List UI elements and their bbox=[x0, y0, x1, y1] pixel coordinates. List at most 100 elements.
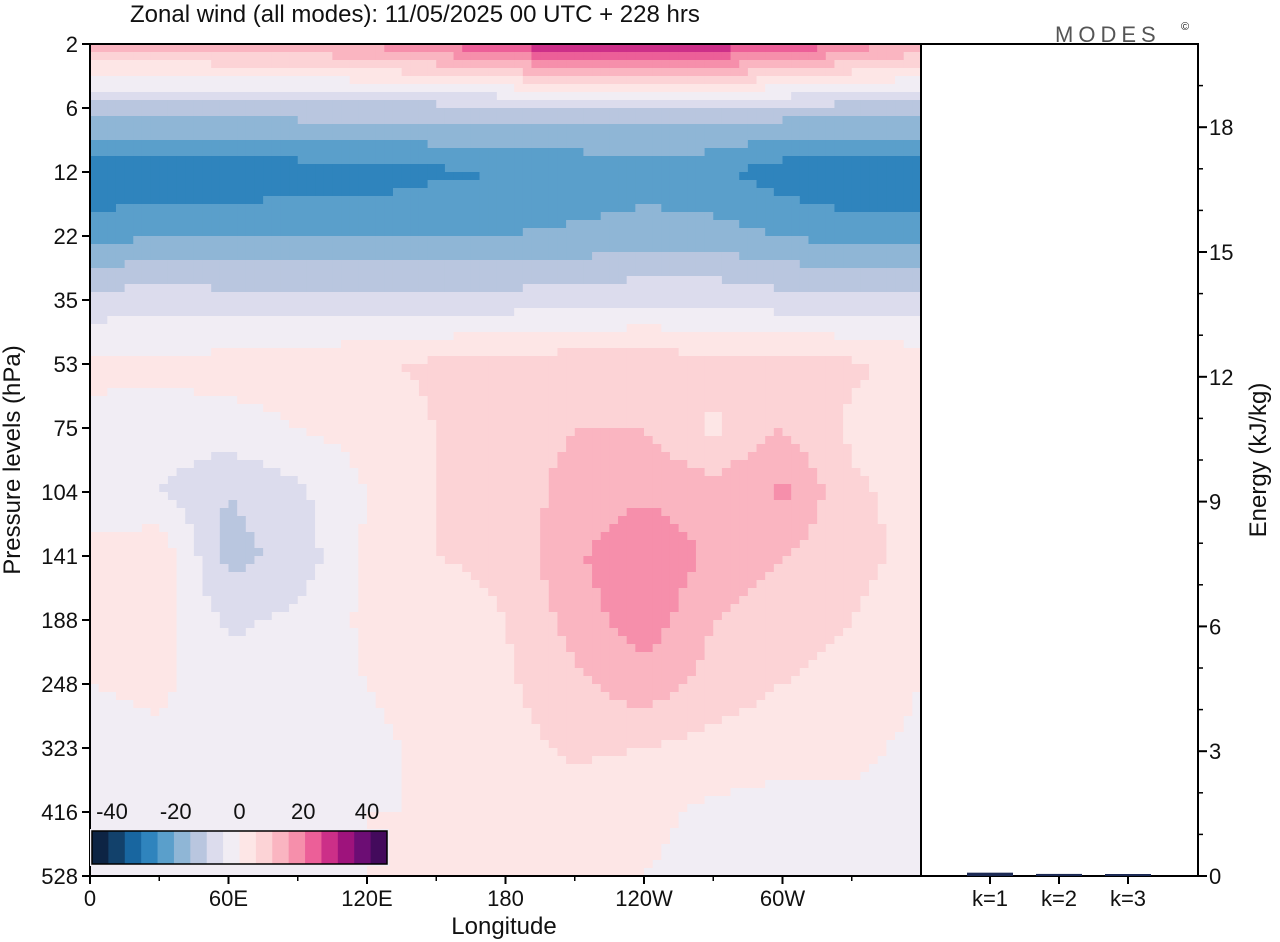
heatmap-cell bbox=[263, 452, 273, 461]
heatmap-cell bbox=[254, 92, 264, 101]
heatmap-cell bbox=[193, 292, 204, 301]
heatmap-cell bbox=[721, 180, 732, 189]
heatmap-cell bbox=[834, 212, 844, 221]
heatmap-cell bbox=[418, 204, 429, 213]
heatmap-cell bbox=[695, 324, 706, 333]
heatmap-cell bbox=[90, 316, 100, 325]
heatmap-cell bbox=[193, 196, 204, 205]
heatmap-cell bbox=[202, 108, 212, 117]
heatmap-cell bbox=[392, 140, 403, 149]
heatmap-cell bbox=[263, 172, 273, 181]
heatmap-cell bbox=[254, 148, 264, 157]
heatmap-cell bbox=[228, 340, 238, 349]
heatmap-cell bbox=[522, 156, 533, 165]
heatmap-cell bbox=[323, 428, 333, 437]
heatmap-cell bbox=[782, 276, 792, 285]
heatmap-cell bbox=[496, 308, 507, 317]
heatmap-cell bbox=[237, 148, 247, 157]
heatmap-cell bbox=[687, 364, 697, 373]
heatmap-cell bbox=[860, 164, 870, 173]
heatmap-cell bbox=[669, 132, 680, 141]
heatmap-cell bbox=[514, 60, 524, 69]
heatmap-cell bbox=[886, 348, 896, 357]
heatmap-cell bbox=[245, 276, 256, 285]
heatmap-cell bbox=[358, 348, 368, 357]
heatmap-cell bbox=[799, 420, 810, 429]
heatmap-cell bbox=[669, 116, 680, 125]
heatmap-cell bbox=[367, 100, 377, 109]
heatmap-cell bbox=[245, 268, 256, 277]
heatmap-cell bbox=[375, 132, 385, 141]
heatmap-cell bbox=[626, 220, 636, 229]
heatmap-cell bbox=[470, 412, 481, 421]
heatmap-cell bbox=[877, 100, 887, 109]
heatmap-cell bbox=[782, 428, 792, 437]
heatmap-cell bbox=[618, 140, 628, 149]
heatmap-cell bbox=[141, 236, 152, 245]
heatmap-cell bbox=[704, 132, 714, 141]
heatmap-cell bbox=[358, 76, 368, 85]
heatmap-cell bbox=[107, 420, 117, 429]
heatmap-cell bbox=[323, 92, 333, 101]
heatmap-cell bbox=[540, 108, 550, 117]
heatmap-cell bbox=[384, 444, 394, 453]
heatmap-cell bbox=[315, 244, 325, 253]
heatmap-cell bbox=[271, 44, 282, 53]
heatmap-cell bbox=[115, 452, 126, 461]
heatmap-cell bbox=[635, 100, 645, 109]
heatmap-cell bbox=[271, 244, 282, 253]
heatmap-cell bbox=[98, 212, 108, 221]
heatmap-cell bbox=[782, 324, 792, 333]
heatmap-cell bbox=[367, 68, 377, 77]
heatmap-cell bbox=[167, 372, 178, 381]
heatmap-cell bbox=[669, 396, 680, 405]
heatmap-cell bbox=[860, 284, 870, 293]
heatmap-cell bbox=[133, 276, 143, 285]
heatmap-cell bbox=[704, 332, 714, 341]
heatmap-cell bbox=[678, 412, 688, 421]
heatmap-cell bbox=[618, 252, 628, 261]
heatmap-cell bbox=[782, 356, 792, 365]
heatmap-cell bbox=[730, 44, 740, 53]
heatmap-cell bbox=[886, 212, 896, 221]
heatmap-cell bbox=[540, 204, 550, 213]
heatmap-cell bbox=[557, 452, 567, 461]
heatmap-cell bbox=[219, 204, 230, 213]
heatmap-cell bbox=[860, 452, 870, 461]
heatmap-cell bbox=[851, 236, 862, 245]
heatmap-cell bbox=[531, 164, 541, 173]
heatmap-cell bbox=[211, 244, 221, 253]
heatmap-cell bbox=[367, 180, 377, 189]
heatmap-cell bbox=[635, 116, 645, 125]
heatmap-cell bbox=[635, 420, 645, 429]
heatmap-cell bbox=[817, 132, 827, 141]
heatmap-cell bbox=[141, 380, 152, 389]
heatmap-cell bbox=[410, 140, 420, 149]
heatmap-cell bbox=[687, 332, 697, 341]
heatmap-cell bbox=[886, 356, 896, 365]
heatmap-cell bbox=[159, 84, 169, 93]
heatmap-cell bbox=[297, 212, 308, 221]
heatmap-cell bbox=[903, 236, 913, 245]
heatmap-cell bbox=[193, 332, 204, 341]
heatmap-cell bbox=[739, 436, 749, 445]
heatmap-cell bbox=[652, 292, 662, 301]
heatmap-cell bbox=[626, 188, 636, 197]
heatmap-cell bbox=[90, 292, 100, 301]
heatmap-cell bbox=[895, 284, 905, 293]
heatmap-cell bbox=[306, 68, 316, 77]
heatmap-cell bbox=[721, 356, 732, 365]
heatmap-cell bbox=[791, 156, 801, 165]
heatmap-cell bbox=[323, 108, 333, 117]
heatmap-cell bbox=[202, 300, 212, 309]
heatmap-cell bbox=[306, 180, 316, 189]
heatmap-cell bbox=[618, 124, 628, 133]
heatmap-cell bbox=[315, 324, 325, 333]
heatmap-cell bbox=[583, 148, 593, 157]
heatmap-cell bbox=[401, 244, 411, 253]
heatmap-cell bbox=[211, 292, 221, 301]
heatmap-cell bbox=[765, 364, 775, 373]
heatmap-cell bbox=[263, 140, 273, 149]
heatmap-cell bbox=[756, 204, 766, 213]
heatmap-cell bbox=[436, 388, 446, 397]
